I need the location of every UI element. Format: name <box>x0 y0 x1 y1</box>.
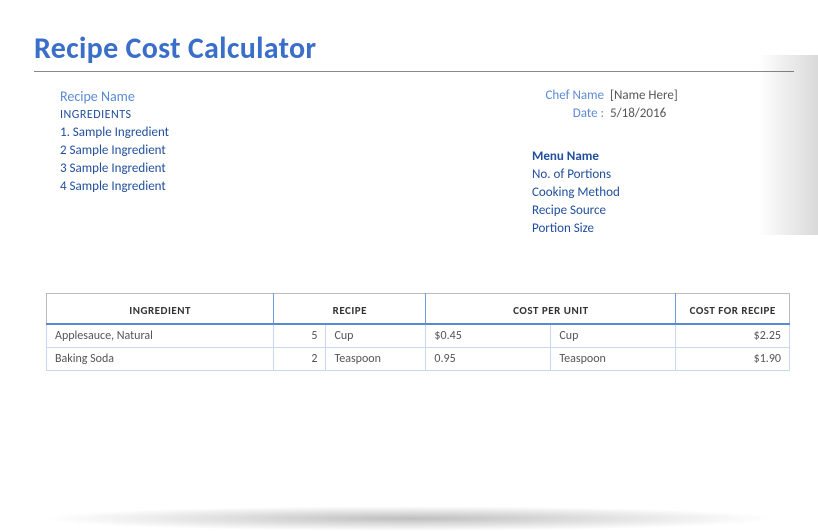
table-body: Applesauce, Natural 5 Cup $0.45 Cup $2.2… <box>47 324 790 371</box>
cell-qty: 5 <box>274 324 326 348</box>
ingredient-line: 3 Sample Ingredient <box>60 161 454 176</box>
chef-name-value: [Name Here] <box>604 88 678 103</box>
cooking-method-label: Cooking Method <box>532 185 774 200</box>
recipe-name-label: Recipe Name <box>60 88 454 105</box>
chef-name-label: Chef Name <box>454 88 604 103</box>
left-column: Recipe Name INGREDIENTS 1. Sample Ingred… <box>34 88 454 239</box>
menu-block: Menu Name No. of Portions Cooking Method… <box>454 149 774 236</box>
date-value: 5/18/2016 <box>604 106 666 121</box>
info-area: Recipe Name INGREDIENTS 1. Sample Ingred… <box>34 88 794 239</box>
ingredient-line: 2 Sample Ingredient <box>60 143 454 158</box>
col-header-recipe: RECIPE <box>274 294 426 325</box>
page-title: Recipe Cost Calculator <box>34 30 804 67</box>
table-head: INGREDIENT RECIPE COST PER UNIT COST FOR… <box>47 294 790 325</box>
page-bottom-shadow <box>40 506 778 531</box>
chef-name-row: Chef Name [Name Here] <box>454 88 774 103</box>
cell-ingredient-name: Applesauce, Natural <box>47 324 274 348</box>
cell-cost-for-recipe: $2.25 <box>676 324 790 348</box>
cost-table: INGREDIENT RECIPE COST PER UNIT COST FOR… <box>46 293 790 371</box>
portion-size-label: Portion Size <box>532 221 774 236</box>
cell-cpu-value: 0.95 <box>426 348 551 371</box>
cell-cpu-unit: Teaspoon <box>551 348 676 371</box>
right-column: Chef Name [Name Here] Date : 5/18/2016 M… <box>454 88 794 239</box>
menu-name-label: Menu Name <box>532 149 774 164</box>
cell-cost-for-recipe: $1.90 <box>676 348 790 371</box>
col-header-cost-per-unit: COST PER UNIT <box>426 294 676 325</box>
ingredient-line: 1. Sample Ingredient <box>60 125 454 140</box>
table-row: Baking Soda 2 Teaspoon 0.95 Teaspoon $1.… <box>47 348 790 371</box>
table-row: Applesauce, Natural 5 Cup $0.45 Cup $2.2… <box>47 324 790 348</box>
ingredient-line: 4 Sample Ingredient <box>60 179 454 194</box>
ingredients-heading: INGREDIENTS <box>60 108 454 122</box>
recipe-cost-sheet: Recipe Cost Calculator Recipe Name INGRE… <box>14 0 804 371</box>
cell-cpu-unit: Cup <box>551 324 676 348</box>
col-header-ingredient: INGREDIENT <box>47 294 274 325</box>
cell-qty: 2 <box>274 348 326 371</box>
no-portions-label: No. of Portions <box>532 167 774 182</box>
cell-cpu-value: $0.45 <box>426 324 551 348</box>
date-row: Date : 5/18/2016 <box>454 106 774 121</box>
cell-unit: Teaspoon <box>326 348 426 371</box>
col-header-cost-for-recipe: COST FOR RECIPE <box>676 294 790 325</box>
cell-unit: Cup <box>326 324 426 348</box>
date-label: Date : <box>454 106 604 121</box>
recipe-source-label: Recipe Source <box>532 203 774 218</box>
title-rule <box>34 71 794 72</box>
cell-ingredient-name: Baking Soda <box>47 348 274 371</box>
